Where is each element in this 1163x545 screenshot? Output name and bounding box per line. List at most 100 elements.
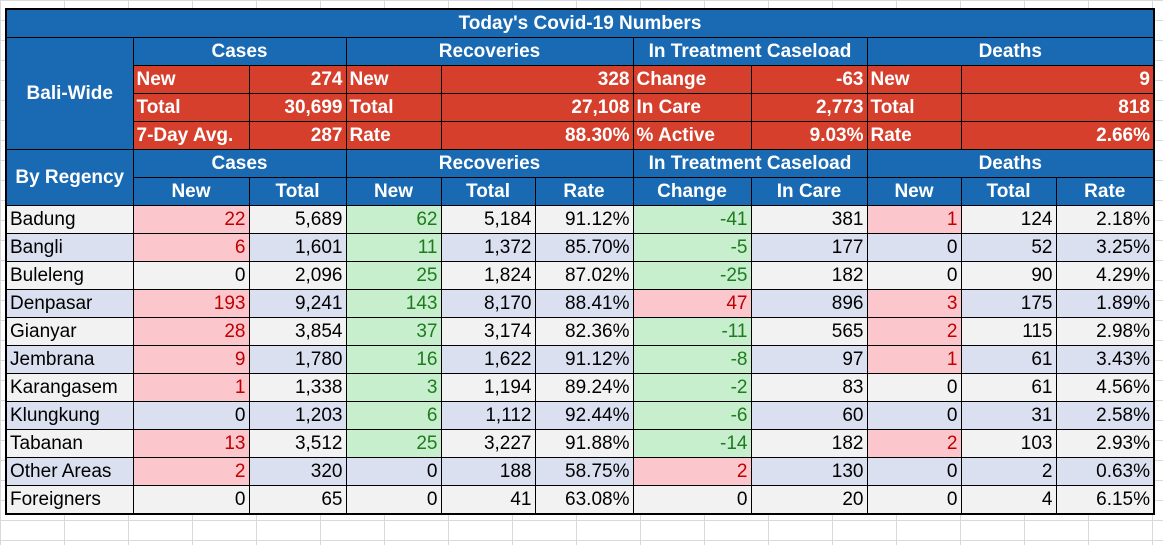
- cell-r-new: 25: [345, 429, 442, 458]
- bali-wide-value-cell: 88.30%: [440, 121, 634, 150]
- table-row: Buleleng 0 2,096 25 1,824 87.02% -25 182 0 90 4.29…: [5, 261, 1155, 290]
- bali-wide-row: Total 30,699 Total 27,108 In Care 2,773 Total 8…: [6, 93, 1155, 122]
- treatment-header-regency: In Treatment Caseload: [632, 149, 868, 178]
- cell-c-total: 320: [248, 457, 347, 486]
- cell-d-total: 31: [960, 401, 1057, 430]
- bali-wide-value-cell: 9.03%: [750, 121, 868, 150]
- deaths-header: Deaths: [866, 37, 1155, 66]
- cases-header: Cases: [132, 37, 347, 66]
- cell-r-rate: 92.44%: [534, 401, 634, 430]
- cell-d-total: 4: [960, 485, 1057, 515]
- bali-wide-label-cell: Total: [866, 93, 962, 122]
- cell-r-rate: 87.02%: [534, 261, 634, 290]
- column-header: Total: [248, 177, 347, 206]
- cell-t-care: 896: [750, 289, 868, 318]
- cell-t-care: 83: [750, 373, 868, 402]
- bali-wide-label-cell: Total: [345, 93, 442, 122]
- cell-r-new: 16: [345, 345, 442, 374]
- cell-r-new: 11: [345, 233, 442, 262]
- cell-r-rate: 88.41%: [534, 289, 634, 318]
- recoveries-header: Recoveries: [345, 37, 634, 66]
- cell-r-new: 0: [345, 457, 442, 486]
- table-row: Denpasar 193 9,241 143 8,170 88.41% 47 896 3 175 1…: [5, 289, 1155, 318]
- bali-wide-value-cell: 2,773: [750, 93, 868, 122]
- cell-c-total: 65: [248, 485, 347, 515]
- cell-r-total: 3,227: [440, 429, 536, 458]
- cell-d-total: 175: [960, 289, 1057, 318]
- cell-d-rate: 4.29%: [1055, 261, 1155, 290]
- regency-name: Denpasar: [5, 289, 134, 318]
- cell-r-rate: 89.24%: [534, 373, 634, 402]
- cell-d-new: 0: [866, 261, 962, 290]
- cell-r-rate: 63.08%: [534, 485, 634, 515]
- cell-c-new: 6: [132, 233, 250, 262]
- bali-wide-value-cell: 274: [248, 65, 347, 94]
- cell-t-care: 177: [750, 233, 868, 262]
- cases-header-regency: Cases: [132, 149, 347, 178]
- cell-c-new: 0: [132, 261, 250, 290]
- cell-r-rate: 91.88%: [534, 429, 634, 458]
- column-header: Change: [632, 177, 752, 206]
- cell-r-new: 143: [345, 289, 442, 318]
- by-regency-label: By Regency: [5, 149, 134, 206]
- regency-name: Tabanan: [5, 429, 134, 458]
- cell-r-new: 37: [345, 317, 442, 346]
- cell-r-total: 1,824: [440, 261, 536, 290]
- regency-name: Klungkung: [5, 401, 134, 430]
- cell-d-rate: 6.15%: [1055, 485, 1155, 515]
- cell-d-rate: 3.25%: [1055, 233, 1155, 262]
- cell-r-new: 62: [345, 205, 442, 234]
- cell-d-new: 0: [866, 457, 962, 486]
- cell-d-new: 0: [866, 401, 962, 430]
- column-header: New: [132, 177, 250, 206]
- cell-r-rate: 91.12%: [534, 345, 634, 374]
- cell-c-new: 0: [132, 401, 250, 430]
- cell-t-change: 0: [632, 485, 752, 515]
- column-header: Total: [960, 177, 1057, 206]
- cell-d-total: 2: [960, 457, 1057, 486]
- table-row: Bangli 6 1,601 11 1,372 85.70% -5 177 0 52 3.25%: [5, 233, 1155, 262]
- regency-name: Gianyar: [5, 317, 134, 346]
- cell-r-rate: 91.12%: [534, 205, 634, 234]
- cell-t-care: 20: [750, 485, 868, 515]
- cell-t-care: 182: [750, 429, 868, 458]
- regency-name: Karangasem: [5, 373, 134, 402]
- cell-d-new: 1: [866, 205, 962, 234]
- regency-name: Bangli: [5, 233, 134, 262]
- cell-c-new: 2: [132, 457, 250, 486]
- cell-c-total: 2,096: [248, 261, 347, 290]
- cell-c-total: 1,601: [248, 233, 347, 262]
- deaths-header-regency: Deaths: [866, 149, 1155, 178]
- table-row: Other Areas 2 320 0 188 58.75% 2 130 0 2 0.63%: [5, 457, 1155, 486]
- table-row: Karangasem 1 1,338 3 1,194 89.24% -2 83 0 61 4.56%: [5, 373, 1155, 402]
- column-header: Total: [440, 177, 536, 206]
- column-header: In Care: [750, 177, 868, 206]
- cell-d-total: 52: [960, 233, 1057, 262]
- cell-d-rate: 2.18%: [1055, 205, 1155, 234]
- cell-c-total: 1,780: [248, 345, 347, 374]
- bali-wide-value-cell: 9: [960, 65, 1155, 94]
- cell-d-rate: 2.98%: [1055, 317, 1155, 346]
- cell-c-new: 1: [132, 373, 250, 402]
- cell-r-total: 188: [440, 457, 536, 486]
- cell-d-total: 124: [960, 205, 1057, 234]
- bali-wide-value-cell: 818: [960, 93, 1155, 122]
- regency-name: Other Areas: [5, 457, 134, 486]
- bali-wide-label-cell: Rate: [345, 121, 442, 150]
- cell-d-rate: 4.56%: [1055, 373, 1155, 402]
- cell-t-change: -2: [632, 373, 752, 402]
- table-row: Tabanan 13 3,512 25 3,227 91.88% -14 182 2 103 2.9…: [5, 429, 1155, 458]
- bali-wide-value-cell: -63: [750, 65, 868, 94]
- cell-r-rate: 85.70%: [534, 233, 634, 262]
- cell-d-rate: 2.58%: [1055, 401, 1155, 430]
- cell-c-new: 9: [132, 345, 250, 374]
- cell-r-total: 1,194: [440, 373, 536, 402]
- cell-d-new: 1: [866, 345, 962, 374]
- column-header: New: [345, 177, 442, 206]
- cell-c-total: 3,512: [248, 429, 347, 458]
- cell-t-care: 182: [750, 261, 868, 290]
- bali-wide-label-cell: New: [345, 65, 442, 94]
- cell-t-change: -14: [632, 429, 752, 458]
- cell-t-change: -25: [632, 261, 752, 290]
- bali-wide-value-cell: 30,699: [248, 93, 347, 122]
